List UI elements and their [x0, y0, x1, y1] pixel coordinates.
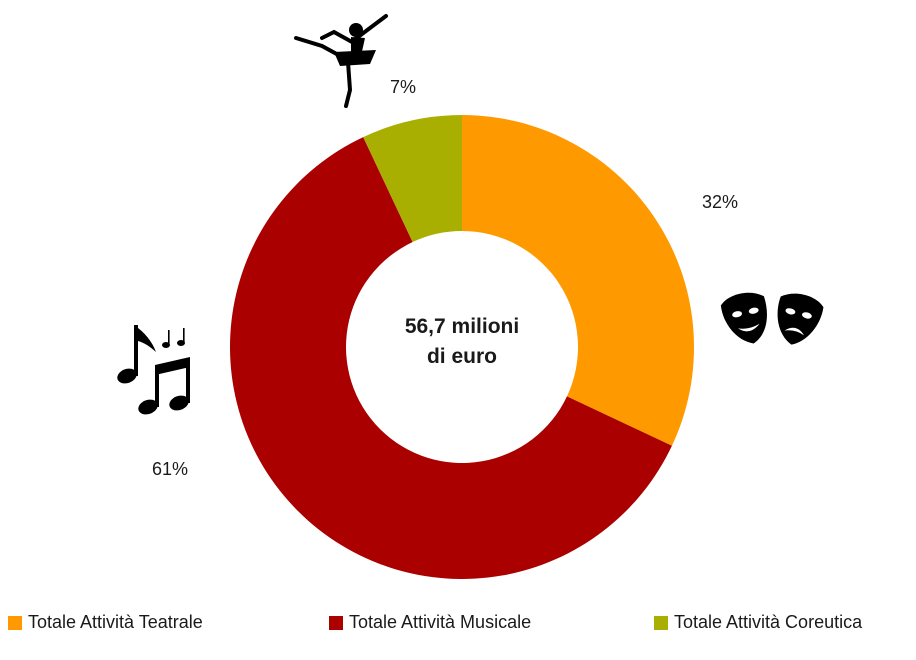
value-label-musicale: 61%	[152, 459, 188, 479]
ballet-dancer-icon	[294, 14, 388, 108]
value-label-teatrale: 32%	[702, 192, 738, 212]
legend-label-coreutica: Totale Attività Coreutica	[674, 612, 863, 632]
donut-slices	[229, 115, 694, 579]
slice-musicale	[229, 137, 672, 579]
slice-coreutica	[363, 115, 462, 243]
center-label-line-1: 56,7 milioni	[405, 315, 519, 338]
value-label-coreutica: 7%	[390, 77, 416, 97]
chart-legend: Totale Attività Teatrale Totale Attività…	[0, 612, 916, 642]
music-notes-icon	[117, 325, 190, 415]
legend-swatch-coreutica	[654, 615, 668, 630]
legend-item-teatrale: Totale Attività Teatrale	[8, 612, 203, 633]
legend-item-musicale: Totale Attività Musicale	[329, 612, 531, 633]
center-label-line-2: di euro	[427, 345, 497, 368]
slice-teatrale	[462, 115, 694, 446]
legend-swatch-teatrale	[8, 615, 22, 630]
value-labels: 32% 61% 7%	[152, 77, 738, 479]
theatre-masks-icon	[720, 292, 824, 345]
legend-label-teatrale: Totale Attività Teatrale	[28, 612, 203, 632]
legend-label-musicale: Totale Attività Musicale	[349, 612, 532, 632]
legend-item-coreutica: Totale Attività Coreutica	[654, 612, 862, 633]
legend-swatch-musicale	[329, 615, 343, 630]
